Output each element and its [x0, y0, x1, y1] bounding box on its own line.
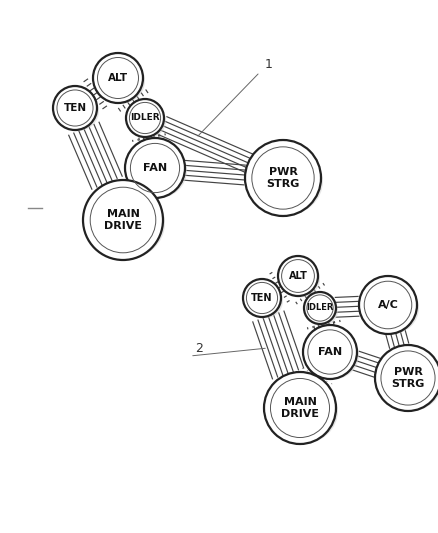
Ellipse shape [128, 103, 166, 139]
Text: PWR
STRG: PWR STRG [266, 167, 300, 189]
Ellipse shape [245, 284, 283, 319]
Circle shape [243, 279, 281, 317]
Text: 1: 1 [265, 58, 273, 71]
Ellipse shape [280, 261, 320, 297]
Text: ALT: ALT [289, 271, 307, 281]
Text: FAN: FAN [318, 347, 342, 357]
Ellipse shape [127, 143, 187, 199]
Text: FAN: FAN [143, 163, 167, 173]
Text: MAIN
DRIVE: MAIN DRIVE [104, 209, 142, 231]
Text: TEN: TEN [64, 103, 87, 113]
Text: IDLER: IDLER [306, 303, 334, 312]
Text: PWR
STRG: PWR STRG [391, 367, 425, 389]
Circle shape [264, 372, 336, 444]
Circle shape [125, 138, 185, 198]
Circle shape [375, 345, 438, 411]
Ellipse shape [55, 91, 99, 131]
Circle shape [359, 276, 417, 334]
Ellipse shape [306, 296, 338, 326]
Circle shape [83, 180, 163, 260]
Ellipse shape [247, 146, 323, 216]
Circle shape [245, 140, 321, 216]
Ellipse shape [85, 186, 165, 260]
Ellipse shape [95, 58, 145, 104]
Circle shape [93, 53, 143, 103]
Circle shape [278, 256, 318, 296]
Ellipse shape [361, 281, 419, 335]
Ellipse shape [305, 330, 359, 380]
Text: MAIN
DRIVE: MAIN DRIVE [281, 397, 319, 419]
Circle shape [53, 86, 97, 130]
Text: 2: 2 [195, 342, 203, 355]
Text: ALT: ALT [108, 73, 128, 83]
Ellipse shape [266, 378, 338, 444]
Text: IDLER: IDLER [130, 114, 160, 123]
Text: A/C: A/C [378, 300, 399, 310]
Circle shape [303, 325, 357, 379]
Circle shape [126, 99, 164, 137]
Circle shape [304, 292, 336, 324]
Text: TEN: TEN [251, 293, 273, 303]
Ellipse shape [377, 351, 438, 411]
